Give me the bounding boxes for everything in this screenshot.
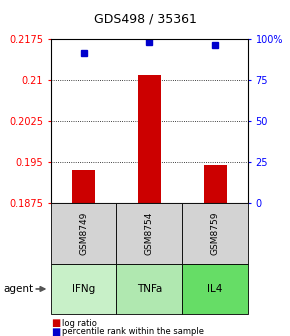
Text: ■: ■	[51, 327, 60, 336]
Text: GDS498 / 35361: GDS498 / 35361	[94, 12, 196, 25]
Text: GSM8749: GSM8749	[79, 212, 88, 255]
Text: agent: agent	[3, 284, 33, 294]
Text: TNFa: TNFa	[137, 284, 162, 294]
Bar	[72, 170, 95, 203]
Text: log ratio: log ratio	[62, 319, 97, 328]
Text: ■: ■	[51, 318, 60, 328]
Text: IFNg: IFNg	[72, 284, 95, 294]
Text: percentile rank within the sample: percentile rank within the sample	[62, 327, 204, 336]
Text: IL4: IL4	[207, 284, 223, 294]
Text: GSM8754: GSM8754	[145, 212, 154, 255]
Bar	[204, 165, 226, 203]
Text: GSM8759: GSM8759	[211, 212, 220, 255]
Bar	[138, 75, 161, 203]
